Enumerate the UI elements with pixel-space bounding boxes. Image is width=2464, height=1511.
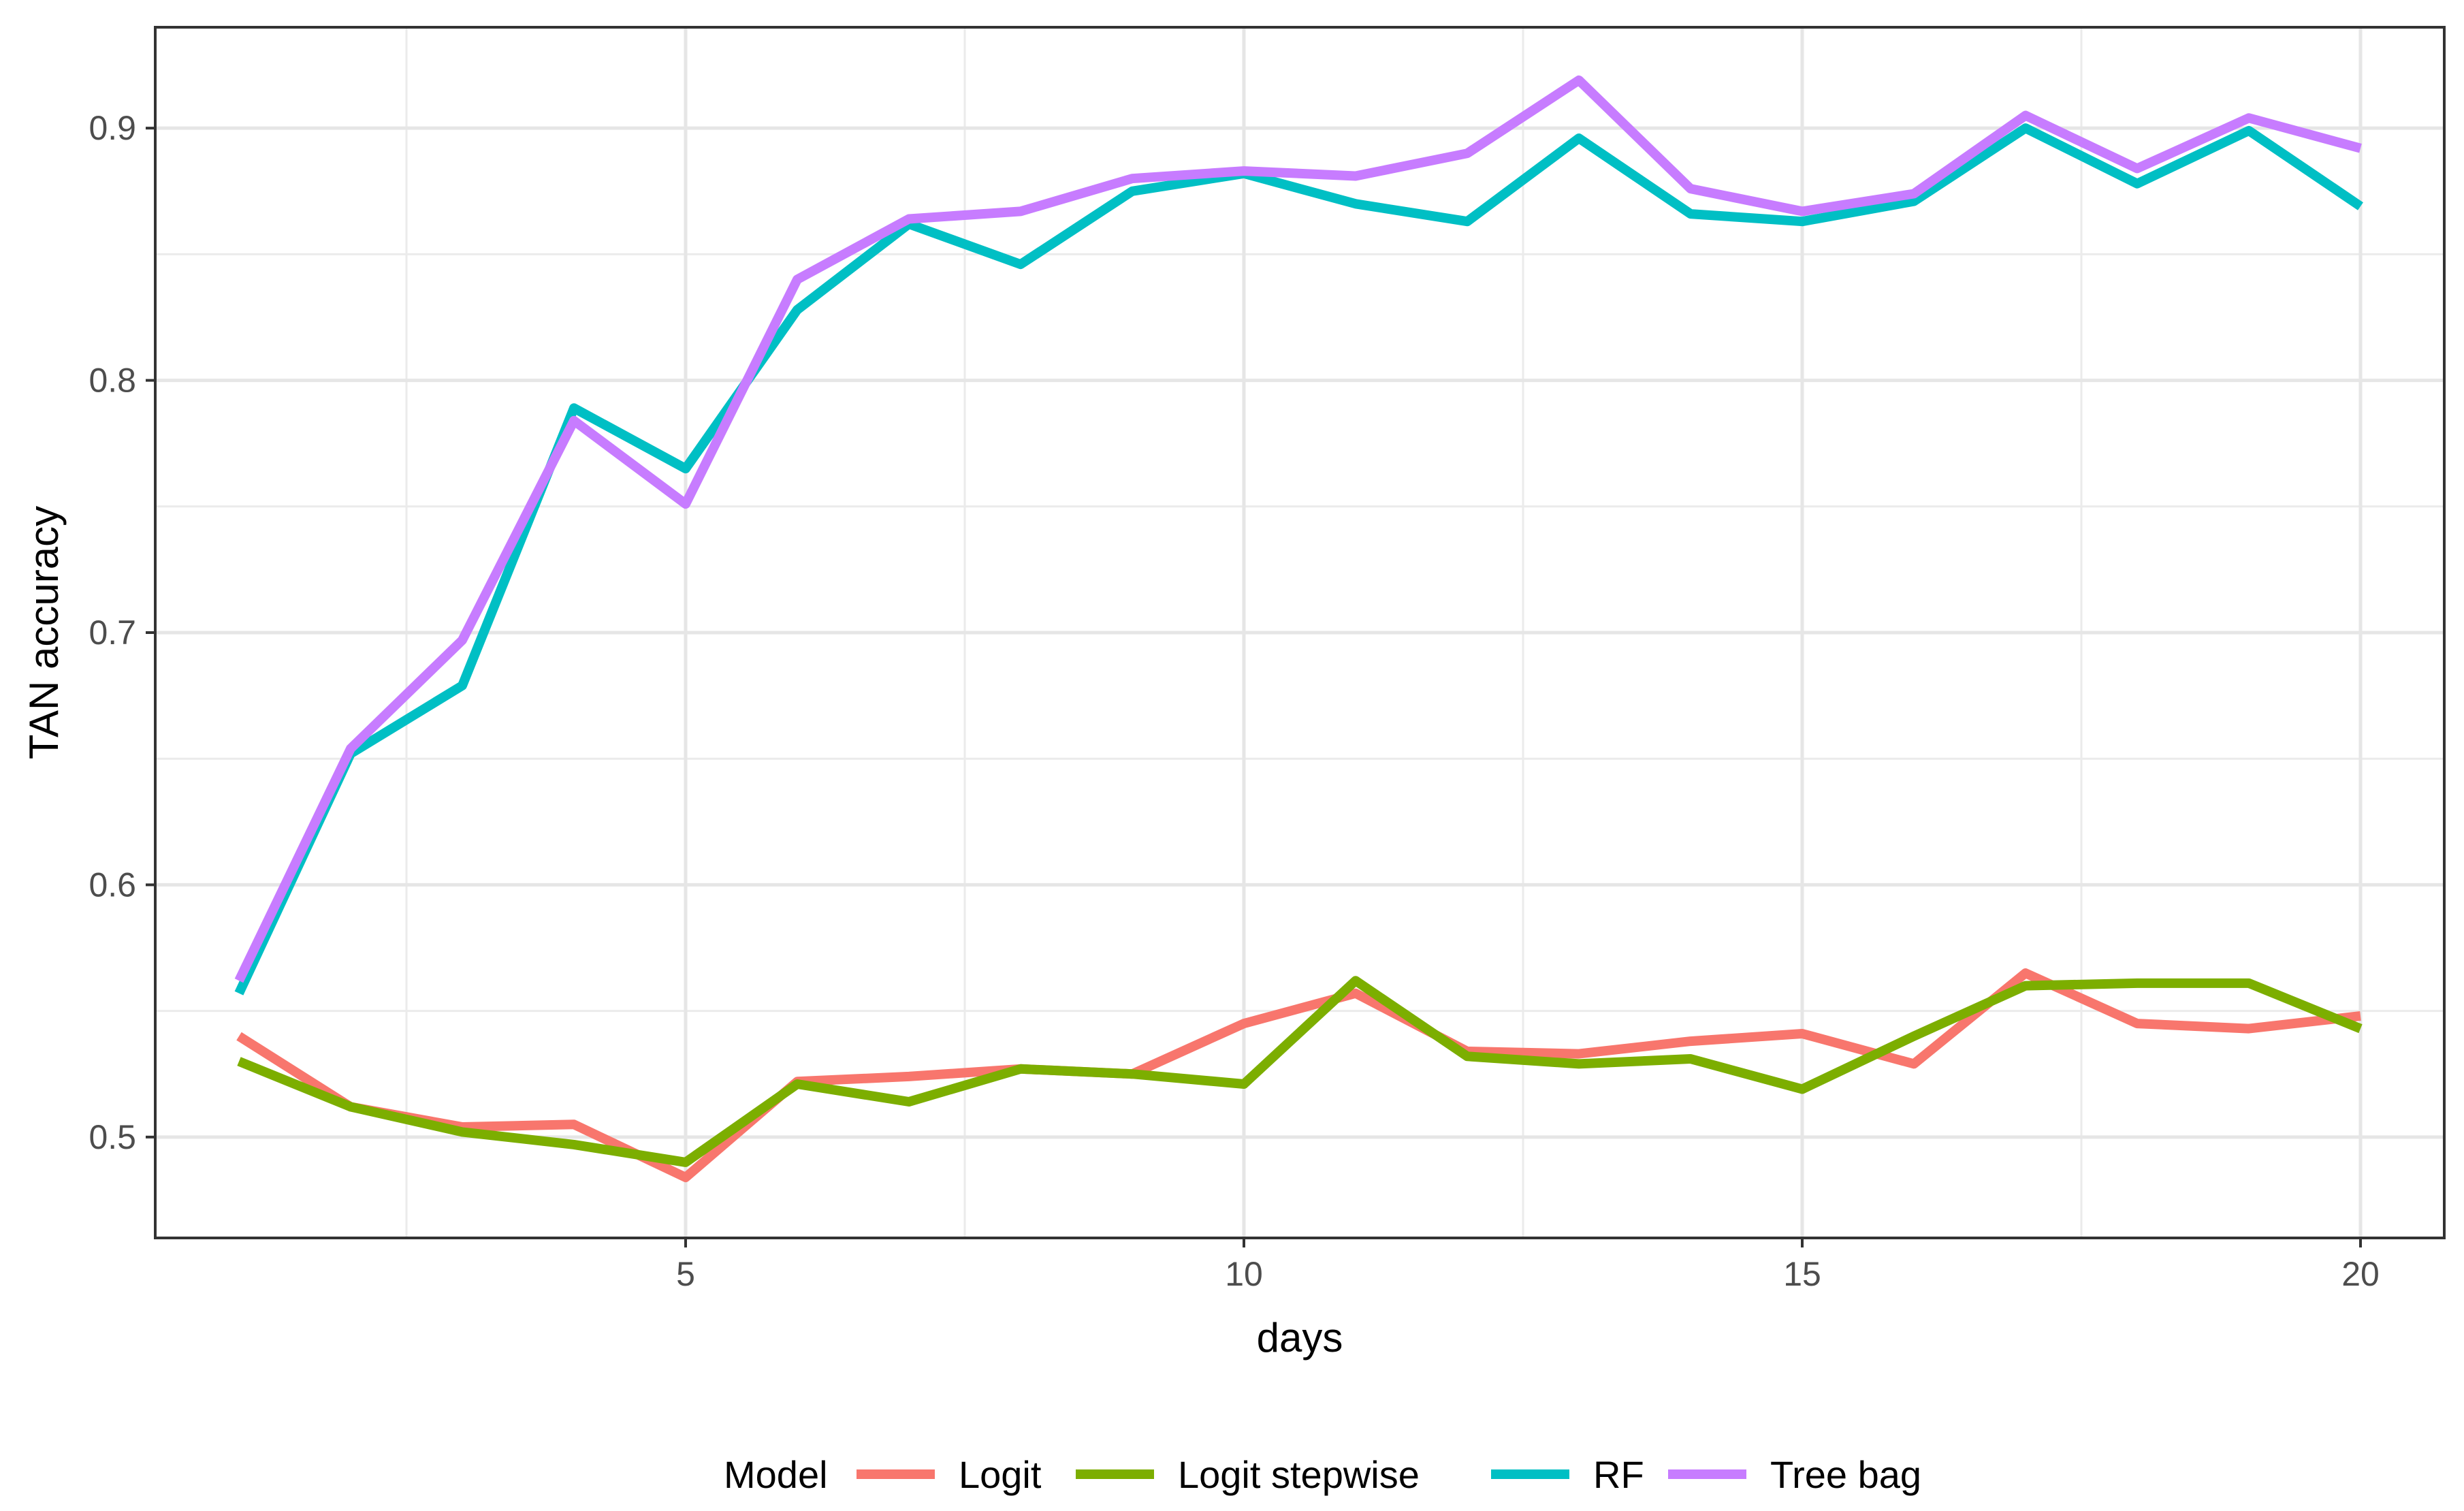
y-tick-label: 0.9	[89, 109, 136, 147]
series-line-rf	[234, 123, 2363, 996]
legend-label-logit-stepwise: Logit stepwise	[1178, 1453, 1420, 1496]
y-tick-label: 0.5	[89, 1118, 136, 1156]
legend-item-logit-stepwise: Logit stepwise	[1076, 1453, 1420, 1496]
plot-panel	[154, 26, 2446, 1239]
series-line-logit	[236, 968, 2361, 1183]
x-tick-label: 10	[1225, 1255, 1263, 1293]
x-tick-label: 15	[1783, 1255, 1821, 1293]
series-lines	[234, 75, 2363, 1183]
x-tick-label: 20	[2341, 1255, 2380, 1293]
y-tick-label: 0.7	[89, 614, 136, 652]
legend: Model Logit Logit stepwise RF Tree bag	[724, 1453, 1921, 1496]
series-line-tree-bag	[234, 75, 2362, 983]
legend-label-logit: Logit	[959, 1453, 1042, 1496]
x-tick-label: 5	[676, 1255, 695, 1293]
legend-item-tree-bag: Tree bag	[1668, 1453, 1921, 1496]
y-axis: 0.5 0.6 0.7 0.8 0.9	[89, 109, 155, 1156]
x-axis: 5 10 15 20	[676, 1238, 2380, 1293]
series-line-logit-stepwise	[237, 976, 2363, 1167]
legend-items: Logit Logit stepwise RF Tree bag	[857, 1453, 1921, 1496]
x-axis-title: days	[1257, 1315, 1343, 1361]
legend-label-tree-bag: Tree bag	[1770, 1453, 1921, 1496]
legend-item-rf: RF	[1491, 1453, 1644, 1496]
legend-label-rf: RF	[1593, 1453, 1644, 1496]
y-axis-title: TAN accuracy	[21, 506, 67, 759]
legend-item-logit: Logit	[857, 1453, 1042, 1496]
legend-title: Model	[724, 1453, 828, 1496]
y-tick-label: 0.8	[89, 362, 136, 400]
minor-gridlines	[155, 27, 2444, 1238]
y-tick-label: 0.6	[89, 865, 136, 904]
